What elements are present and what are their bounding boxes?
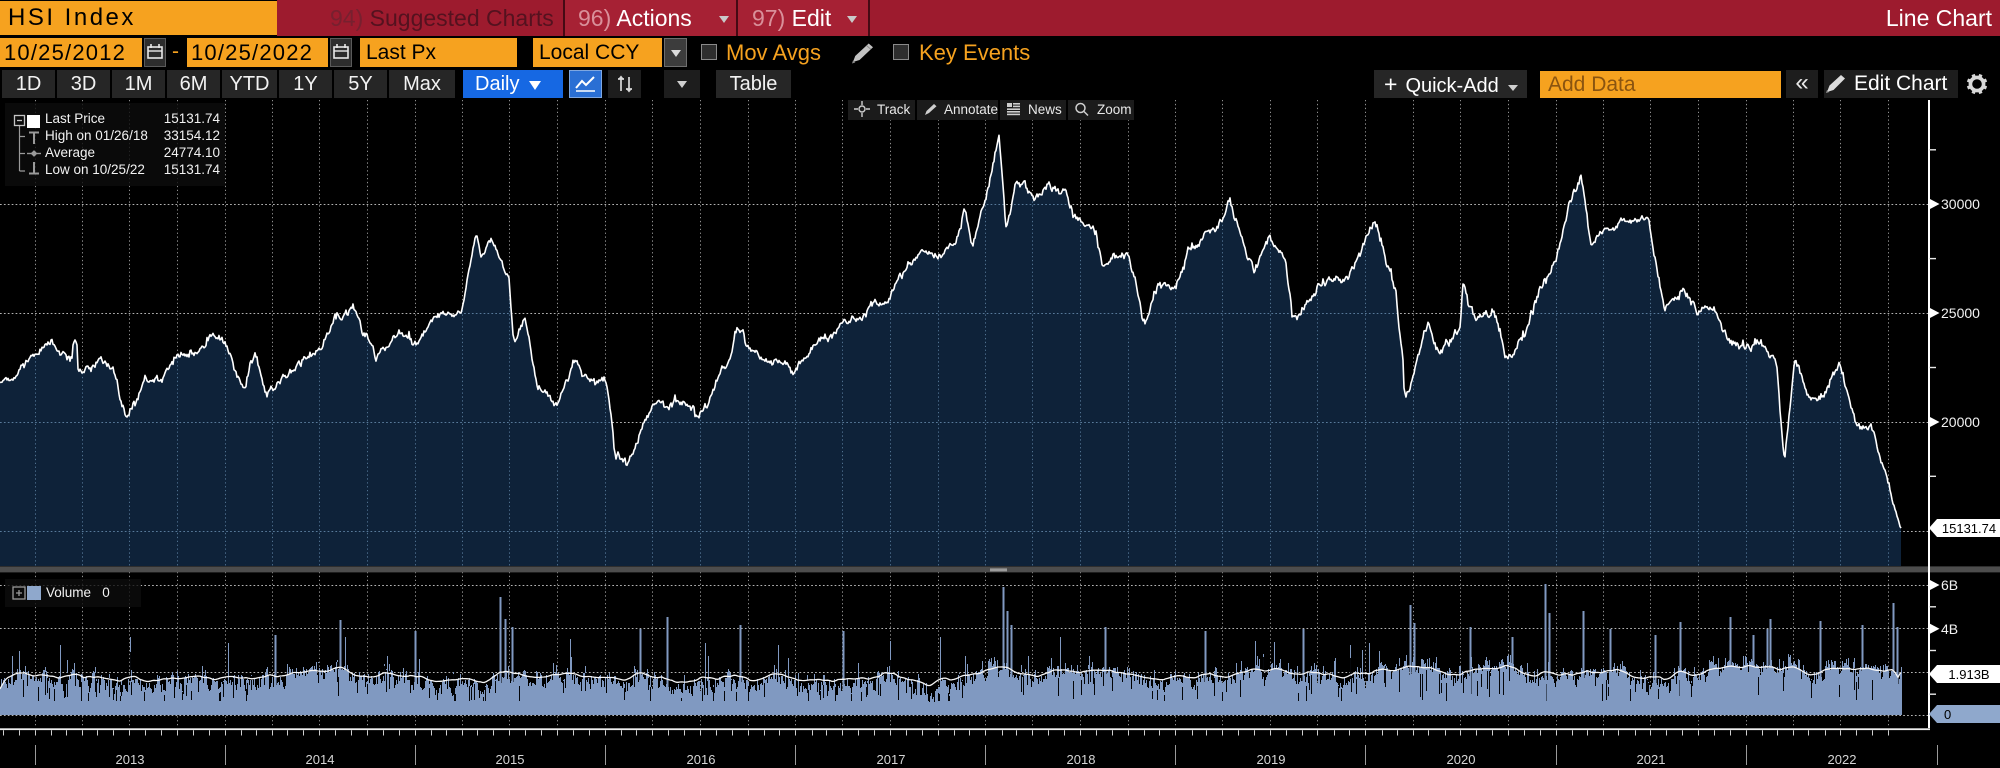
svg-text:2020: 2020 xyxy=(1447,752,1476,767)
svg-text:20000: 20000 xyxy=(1941,414,1980,430)
svg-text:2022: 2022 xyxy=(1828,752,1857,767)
svg-text:2013: 2013 xyxy=(116,752,145,767)
svg-text:4B: 4B xyxy=(1941,621,1958,637)
svg-text:2014: 2014 xyxy=(306,752,335,767)
svg-text:1.913B: 1.913B xyxy=(1948,667,1989,682)
svg-text:2017: 2017 xyxy=(877,752,906,767)
svg-text:2021: 2021 xyxy=(1637,752,1666,767)
svg-text:2018: 2018 xyxy=(1067,752,1096,767)
svg-text:25000: 25000 xyxy=(1941,305,1980,321)
svg-text:6B: 6B xyxy=(1941,577,1958,593)
svg-text:2019: 2019 xyxy=(1257,752,1286,767)
svg-text:2016: 2016 xyxy=(687,752,716,767)
svg-text:30000: 30000 xyxy=(1941,196,1980,212)
svg-text:2015: 2015 xyxy=(496,752,525,767)
svg-text:15131.74: 15131.74 xyxy=(1942,521,1996,536)
svg-text:0: 0 xyxy=(1944,707,1951,722)
